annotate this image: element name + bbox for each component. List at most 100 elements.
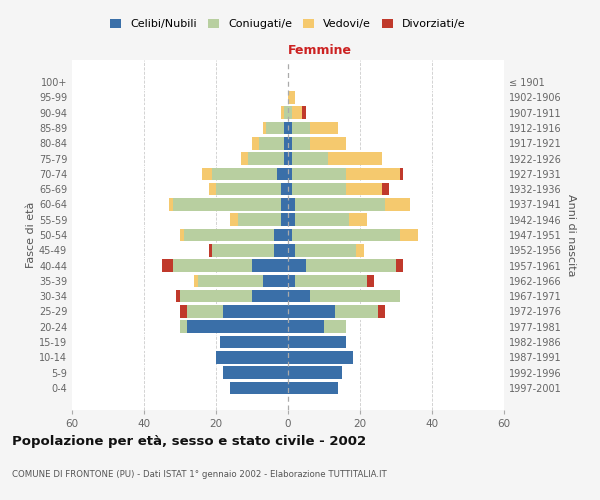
Bar (292, 122, 310, 134)
Bar (288, 198, 295, 210)
Bar (180, 290, 252, 302)
Bar (284, 122, 288, 134)
Bar (173, 198, 281, 210)
Bar (288, 228, 292, 241)
Bar (252, 260, 288, 272)
Bar (288, 91, 295, 104)
Bar (187, 320, 288, 333)
Bar (288, 382, 338, 394)
Bar (324, 320, 346, 333)
Bar (288, 274, 295, 287)
Bar (180, 228, 184, 241)
Bar (223, 305, 288, 318)
Bar (295, 244, 356, 256)
Bar (367, 274, 374, 287)
Bar (281, 214, 288, 226)
Text: Femmine: Femmine (288, 44, 352, 57)
Bar (302, 106, 306, 119)
Bar (295, 214, 349, 226)
Bar (230, 382, 288, 394)
Bar (281, 106, 284, 119)
Y-axis label: Fasce di età: Fasce di età (26, 202, 36, 268)
Bar (241, 152, 248, 165)
Bar (266, 122, 284, 134)
Bar (180, 320, 187, 333)
Bar (288, 244, 295, 256)
Bar (212, 244, 274, 256)
Bar (263, 274, 288, 287)
Bar (173, 260, 252, 272)
Bar (328, 152, 382, 165)
Bar (212, 168, 277, 180)
Bar (310, 290, 400, 302)
Bar (288, 106, 292, 119)
Bar (310, 122, 338, 134)
Bar (230, 214, 238, 226)
Bar (288, 122, 292, 134)
Bar (288, 137, 292, 149)
Bar (288, 152, 292, 165)
Bar (209, 244, 212, 256)
Y-axis label: Anni di nascita: Anni di nascita (566, 194, 576, 276)
Bar (288, 366, 342, 379)
Bar (277, 168, 288, 180)
Bar (184, 228, 274, 241)
Bar (396, 260, 403, 272)
Bar (288, 290, 310, 302)
Bar (310, 137, 346, 149)
Bar (284, 152, 288, 165)
Bar (274, 228, 288, 241)
Bar (385, 198, 410, 210)
Bar (349, 214, 367, 226)
Bar (180, 305, 187, 318)
Bar (187, 305, 223, 318)
Bar (281, 198, 288, 210)
Bar (346, 168, 400, 180)
Bar (263, 122, 266, 134)
Bar (400, 228, 418, 241)
Text: COMUNE DI FRONTONE (PU) - Dati ISTAT 1° gennaio 2002 - Elaborazione TUTTITALIA.I: COMUNE DI FRONTONE (PU) - Dati ISTAT 1° … (12, 470, 387, 479)
Bar (176, 290, 180, 302)
Bar (292, 168, 346, 180)
Bar (288, 320, 324, 333)
Bar (295, 198, 385, 210)
Bar (295, 274, 367, 287)
Bar (288, 260, 306, 272)
Bar (202, 168, 212, 180)
Bar (400, 168, 403, 180)
Bar (346, 183, 382, 196)
Bar (223, 366, 288, 379)
Bar (306, 260, 396, 272)
Bar (248, 152, 284, 165)
Bar (252, 290, 288, 302)
Bar (238, 214, 281, 226)
Bar (292, 106, 302, 119)
Text: Popolazione per età, sesso e stato civile - 2002: Popolazione per età, sesso e stato civil… (12, 435, 366, 448)
Bar (281, 183, 288, 196)
Bar (378, 305, 385, 318)
Bar (259, 137, 284, 149)
Bar (252, 137, 259, 149)
Bar (216, 183, 281, 196)
Bar (288, 351, 353, 364)
Bar (356, 244, 364, 256)
Bar (292, 137, 310, 149)
Bar (382, 183, 389, 196)
Bar (292, 183, 346, 196)
Bar (292, 228, 400, 241)
Bar (162, 260, 173, 272)
Bar (194, 274, 198, 287)
Legend: Celibi/Nubili, Coniugati/e, Vedovi/e, Divorziati/e: Celibi/Nubili, Coniugati/e, Vedovi/e, Di… (106, 14, 470, 34)
Bar (335, 305, 378, 318)
Bar (288, 168, 292, 180)
Bar (288, 336, 346, 348)
Bar (284, 137, 288, 149)
Bar (169, 198, 173, 210)
Bar (220, 336, 288, 348)
Bar (284, 106, 288, 119)
Bar (274, 244, 288, 256)
Bar (292, 152, 328, 165)
Bar (216, 351, 288, 364)
Bar (288, 214, 295, 226)
Bar (288, 305, 335, 318)
